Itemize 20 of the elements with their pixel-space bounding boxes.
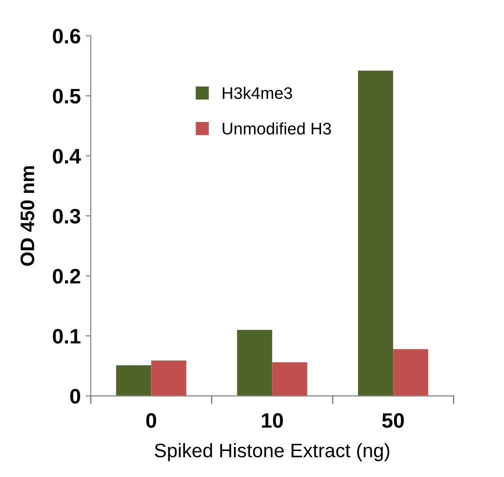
bar bbox=[272, 362, 308, 396]
legend-label: Unmodified H3 bbox=[222, 122, 331, 135]
y-tick-label: 0.2 bbox=[52, 268, 80, 284]
bar bbox=[393, 349, 428, 396]
bar bbox=[358, 70, 394, 396]
bar bbox=[151, 360, 186, 396]
y-tick-label: 0.5 bbox=[52, 88, 80, 104]
x-tick-label: 50 bbox=[382, 413, 404, 428]
bar bbox=[237, 330, 272, 396]
y-tick-label: 0.6 bbox=[52, 28, 80, 44]
legend-label: H3k4me3 bbox=[222, 86, 292, 100]
x-axis-title: Spiked Histone Extract (ng) bbox=[154, 443, 390, 462]
x-tick-label: 0 bbox=[146, 413, 156, 428]
y-axis-title: OD 450 nm bbox=[20, 166, 34, 266]
y-tick-label: 0.4 bbox=[52, 148, 81, 164]
y-tick-label: 0 bbox=[70, 388, 80, 404]
bar bbox=[116, 365, 152, 396]
y-tick-label: 0.1 bbox=[52, 328, 80, 344]
y-tick-label: 0.3 bbox=[52, 208, 80, 224]
x-tick-label: 10 bbox=[262, 413, 283, 428]
